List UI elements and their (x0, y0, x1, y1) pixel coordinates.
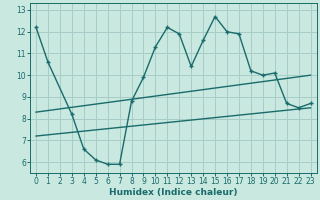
X-axis label: Humidex (Indice chaleur): Humidex (Indice chaleur) (109, 188, 237, 197)
